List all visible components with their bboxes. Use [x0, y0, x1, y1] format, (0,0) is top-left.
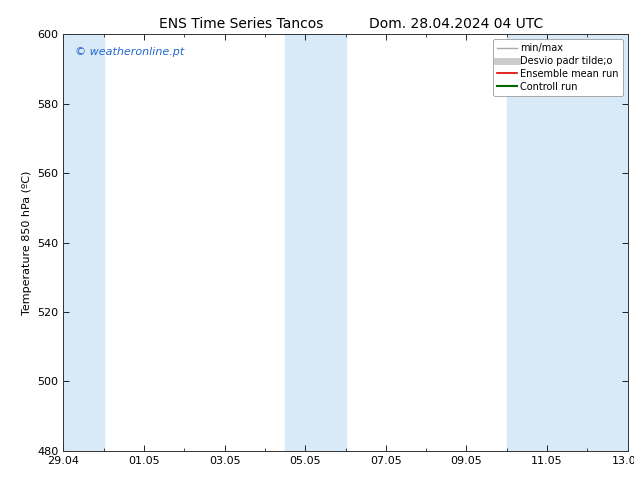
Bar	[60, 34, 104, 451]
Text: © weatheronline.pt: © weatheronline.pt	[75, 47, 184, 57]
Legend: min/max, Desvio padr tilde;o, Ensemble mean run, Controll run: min/max, Desvio padr tilde;o, Ensemble m…	[493, 39, 623, 96]
Bar	[507, 34, 631, 451]
Text: ENS Time Series Tancos: ENS Time Series Tancos	[158, 17, 323, 31]
Text: Dom. 28.04.2024 04 UTC: Dom. 28.04.2024 04 UTC	[370, 17, 543, 31]
Y-axis label: Temperature 850 hPa (ºC): Temperature 850 hPa (ºC)	[22, 171, 32, 315]
Bar	[285, 34, 346, 451]
